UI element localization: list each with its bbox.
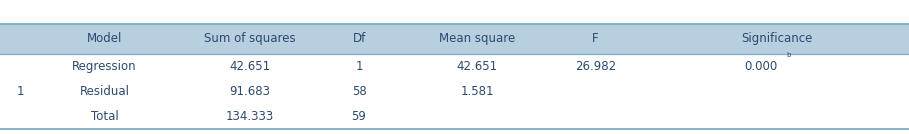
Text: 1: 1 [16, 85, 24, 98]
Text: Significance: Significance [742, 32, 813, 45]
Text: 59: 59 [352, 110, 366, 123]
Text: 0.000: 0.000 [744, 60, 777, 73]
Text: 134.333: 134.333 [225, 110, 275, 123]
Text: 1.581: 1.581 [461, 85, 494, 98]
Text: Mean square: Mean square [439, 32, 515, 45]
Text: 42.651: 42.651 [229, 60, 271, 73]
Text: F: F [592, 32, 599, 45]
Text: 58: 58 [352, 85, 366, 98]
Text: Regression: Regression [72, 60, 137, 73]
Text: 42.651: 42.651 [456, 60, 498, 73]
Text: 1: 1 [355, 60, 363, 73]
Text: Sum of squares: Sum of squares [205, 32, 295, 45]
Text: Total: Total [91, 110, 118, 123]
Text: Df: Df [353, 32, 365, 45]
Text: Residual: Residual [79, 85, 130, 98]
Bar [0, 24, 909, 54]
Text: 91.683: 91.683 [229, 85, 271, 98]
Text: Model: Model [87, 32, 122, 45]
Text: b: b [786, 52, 790, 58]
Text: 26.982: 26.982 [574, 60, 616, 73]
